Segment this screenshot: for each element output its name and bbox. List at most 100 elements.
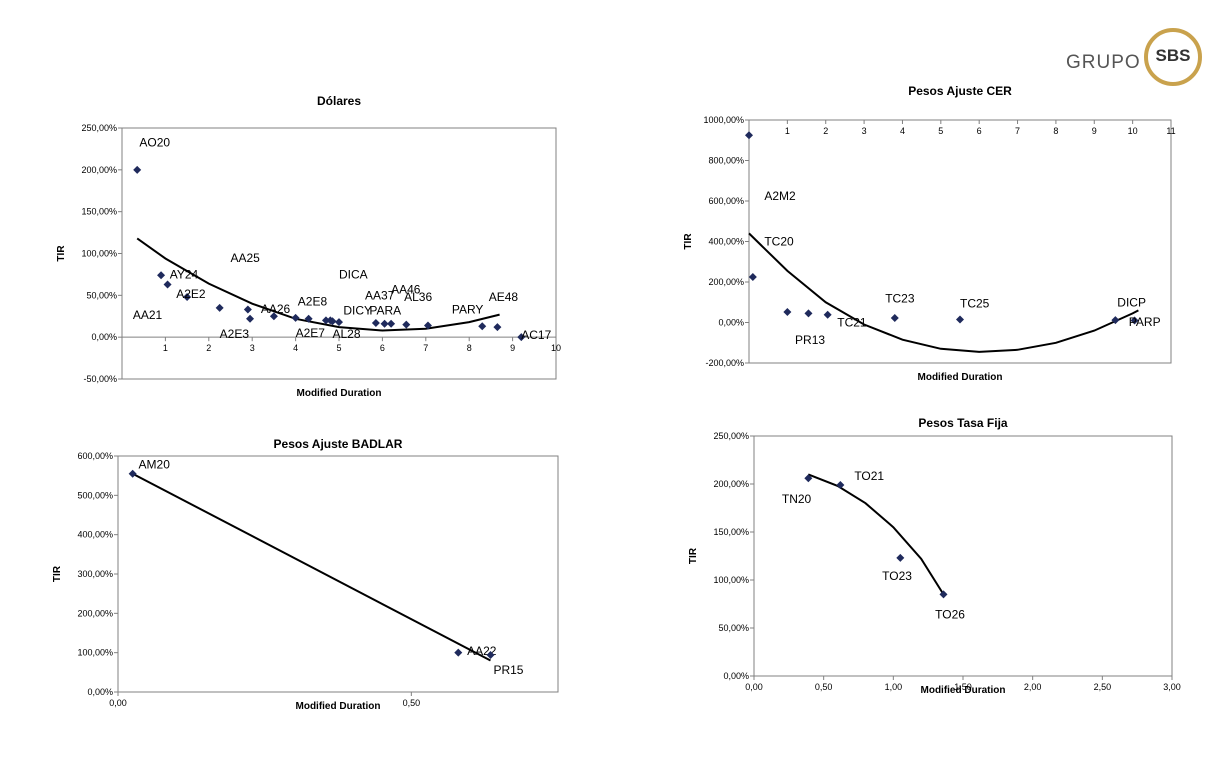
data-label: A2E2 — [176, 287, 206, 301]
y-tick-label: 800,00% — [708, 156, 744, 166]
y-axis-title: TIR — [688, 547, 699, 564]
y-axis-title: TIR — [52, 565, 63, 582]
data-point — [291, 313, 300, 322]
data-point — [804, 474, 813, 483]
x-tick-label: 2,50 — [1094, 682, 1112, 692]
trend-line — [132, 472, 491, 662]
data-point — [246, 314, 255, 323]
data-point — [890, 314, 899, 323]
y-tick-label: 50,00% — [86, 290, 117, 300]
data-label: TO23 — [882, 569, 912, 583]
data-point — [402, 320, 411, 329]
plot-area — [117, 455, 559, 693]
x-tick-label: 1,00 — [885, 682, 903, 692]
y-tick-label: 600,00% — [708, 196, 744, 206]
data-label: TC20 — [764, 235, 794, 249]
x-tick-label: 1,50 — [954, 682, 972, 692]
data-label: TO21 — [854, 469, 884, 483]
data-label: A2E7 — [296, 326, 326, 340]
x-tick-label: 8 — [1053, 126, 1058, 136]
x-tick-label: 0,50 — [815, 682, 833, 692]
x-tick-label: 7 — [423, 343, 428, 353]
y-axis-title: TIR — [56, 245, 67, 262]
plot-area — [753, 435, 1173, 677]
grupo-sbs-logo: GRUPO SBS — [1060, 28, 1220, 98]
data-label: DICP — [1117, 296, 1146, 310]
data-point — [1130, 316, 1139, 325]
data-point — [804, 309, 813, 318]
data-label: AA26 — [261, 302, 291, 316]
y-tick-label: 150,00% — [713, 527, 749, 537]
data-point — [371, 318, 380, 327]
y-tick-label: 300,00% — [77, 569, 113, 579]
data-label: AC17 — [521, 328, 551, 342]
data-point — [243, 305, 252, 314]
data-label: DICY — [343, 304, 372, 318]
x-tick-label: 0,00 — [745, 682, 763, 692]
data-point — [836, 480, 845, 489]
y-tick-label: 500,00% — [77, 490, 113, 500]
data-label: AA46 — [391, 283, 421, 297]
x-axis-title: Modified Duration — [918, 372, 1003, 383]
data-point — [956, 315, 964, 324]
data-point — [328, 317, 337, 326]
data-point — [823, 310, 832, 319]
data-label: TN20 — [782, 492, 812, 506]
data-label: DICA — [339, 268, 368, 282]
data-label: AM20 — [139, 458, 171, 472]
logo-ring — [1144, 28, 1202, 86]
x-axis-title: Modified Duration — [297, 388, 382, 399]
data-label: A2M2 — [764, 189, 796, 203]
data-point — [380, 319, 389, 328]
data-point — [748, 272, 757, 281]
data-label: PR13 — [795, 333, 825, 347]
x-tick-label: 6 — [380, 343, 385, 353]
y-tick-label: 1000,00% — [703, 115, 744, 125]
y-tick-label: 0,00% — [723, 671, 749, 681]
y-tick-label: 0,00% — [87, 687, 113, 697]
data-label: AE48 — [489, 290, 519, 304]
x-tick-label: 3 — [250, 343, 255, 353]
data-point — [321, 316, 330, 325]
data-point — [423, 321, 432, 330]
data-label: A2E8 — [298, 294, 328, 308]
data-label: PR15 — [493, 663, 523, 677]
y-tick-label: 250,00% — [713, 431, 749, 441]
data-label: AO20 — [139, 135, 170, 149]
data-point — [493, 323, 502, 332]
data-label: PARP — [1129, 315, 1161, 329]
y-tick-label: 50,00% — [718, 623, 749, 633]
trend-line — [807, 473, 945, 595]
data-label: TC25 — [960, 296, 990, 310]
data-point — [478, 322, 487, 331]
data-point — [486, 651, 495, 660]
y-tick-label: 100,00% — [77, 648, 113, 658]
x-tick-label: 9 — [510, 343, 515, 353]
x-tick-label: 6 — [977, 126, 982, 136]
y-tick-label: 400,00% — [708, 237, 744, 247]
y-tick-label: 250,00% — [81, 123, 117, 133]
chart-title: Pesos Ajuste CER — [908, 84, 1012, 98]
x-tick-label: 10 — [1128, 126, 1138, 136]
data-label: AA37 — [365, 289, 395, 303]
trend-line — [136, 237, 500, 332]
x-tick-label: 9 — [1092, 126, 1097, 136]
data-point — [454, 648, 463, 657]
data-point — [304, 314, 313, 323]
y-tick-label: 200,00% — [77, 608, 113, 618]
data-label: TO26 — [935, 607, 965, 621]
data-point — [183, 293, 192, 302]
logo-text: GRUPO — [1066, 52, 1141, 73]
x-tick-label: 3,00 — [1163, 682, 1181, 692]
y-tick-label: 0,00% — [718, 318, 744, 328]
x-tick-label: 11 — [1166, 126, 1175, 136]
data-label: AA21 — [133, 308, 163, 322]
x-tick-label: 5 — [938, 126, 943, 136]
y-tick-label: 100,00% — [713, 575, 749, 585]
data-point — [387, 319, 396, 328]
data-point — [128, 469, 137, 478]
data-point — [1111, 316, 1120, 325]
y-tick-label: 600,00% — [77, 451, 113, 461]
x-tick-label: 4 — [293, 343, 298, 353]
